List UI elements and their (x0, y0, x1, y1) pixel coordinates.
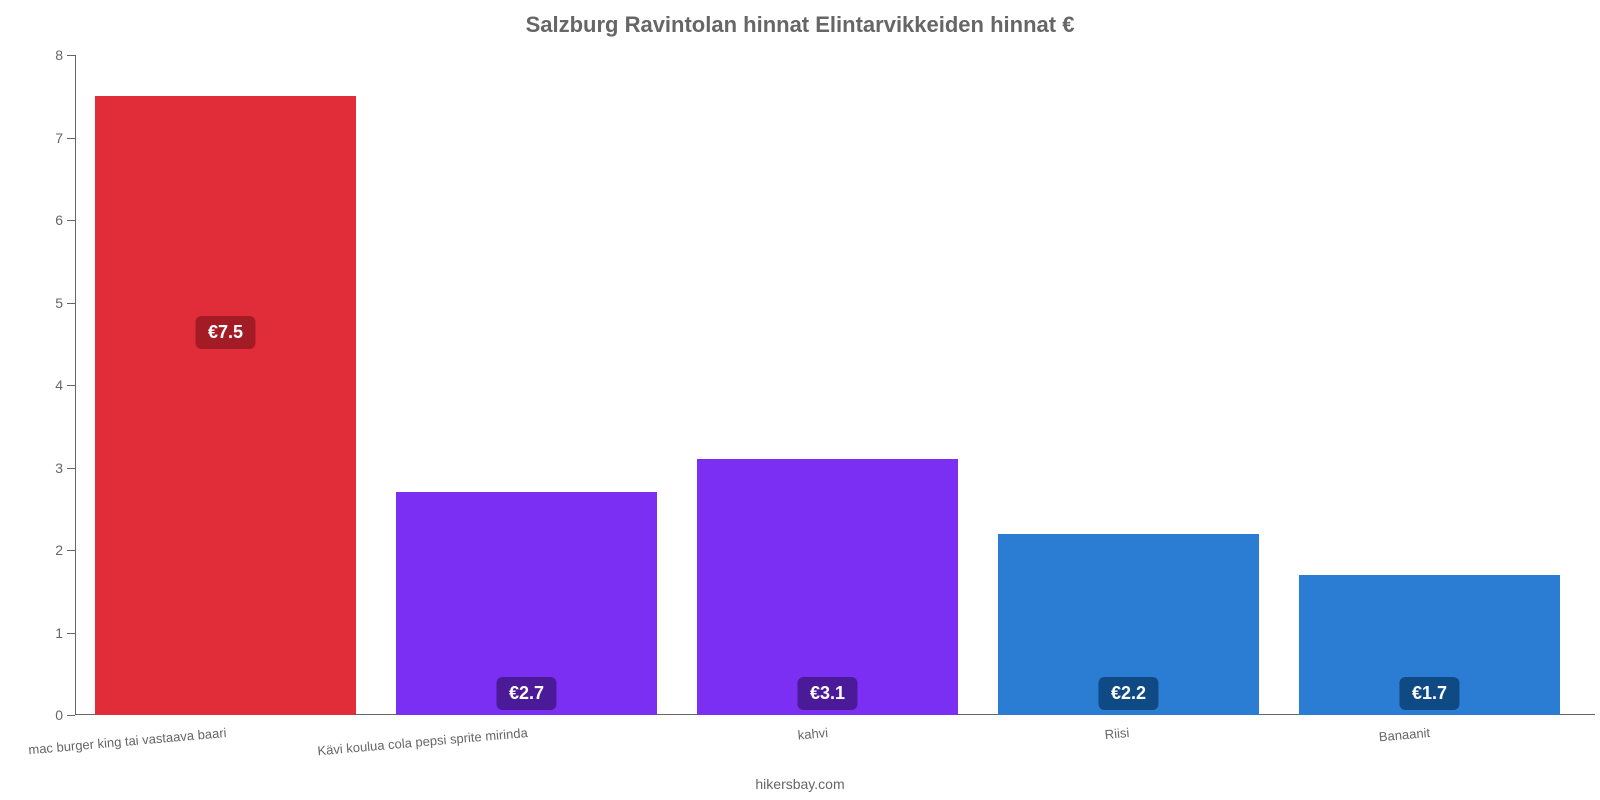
y-tick-label: 8 (55, 47, 63, 63)
y-tick (67, 715, 75, 716)
y-tick (67, 303, 75, 304)
attribution-text: hikersbay.com (0, 776, 1600, 792)
x-tick-label: kahvi (797, 725, 829, 743)
x-tick-label: mac burger king tai vastaava baari (28, 725, 227, 757)
y-tick-label: 4 (55, 377, 63, 393)
x-tick-label: Riisi (1104, 725, 1130, 742)
y-tick-label: 2 (55, 542, 63, 558)
y-tick-label: 5 (55, 295, 63, 311)
bar: €3.1 (697, 459, 959, 715)
y-tick (67, 550, 75, 551)
y-tick (67, 385, 75, 386)
y-tick (67, 220, 75, 221)
y-tick (67, 633, 75, 634)
bar-value-badge: €2.7 (497, 677, 556, 710)
y-axis-line (75, 55, 76, 715)
bar: €7.5 (95, 96, 357, 715)
x-tick-label: Banaanit (1378, 725, 1430, 744)
y-tick (67, 468, 75, 469)
bar: €2.2 (998, 534, 1260, 716)
bar-value-badge: €7.5 (196, 316, 255, 349)
chart-title: Salzburg Ravintolan hinnat Elintarvikkei… (0, 12, 1600, 38)
y-tick-label: 0 (55, 707, 63, 723)
y-tick (67, 55, 75, 56)
y-tick-label: 6 (55, 212, 63, 228)
bar: €1.7 (1299, 575, 1561, 715)
plot-area: 012345678€7.5mac burger king tai vastaav… (75, 55, 1580, 715)
x-tick-label: Kävi koulua cola pepsi sprite mirinda (316, 725, 528, 758)
y-tick (67, 138, 75, 139)
y-tick-label: 3 (55, 460, 63, 476)
bar-value-badge: €3.1 (798, 677, 857, 710)
bar-value-badge: €2.2 (1099, 677, 1158, 710)
y-tick-label: 1 (55, 625, 63, 641)
bar-value-badge: €1.7 (1400, 677, 1459, 710)
bar: €2.7 (396, 492, 658, 715)
y-tick-label: 7 (55, 130, 63, 146)
